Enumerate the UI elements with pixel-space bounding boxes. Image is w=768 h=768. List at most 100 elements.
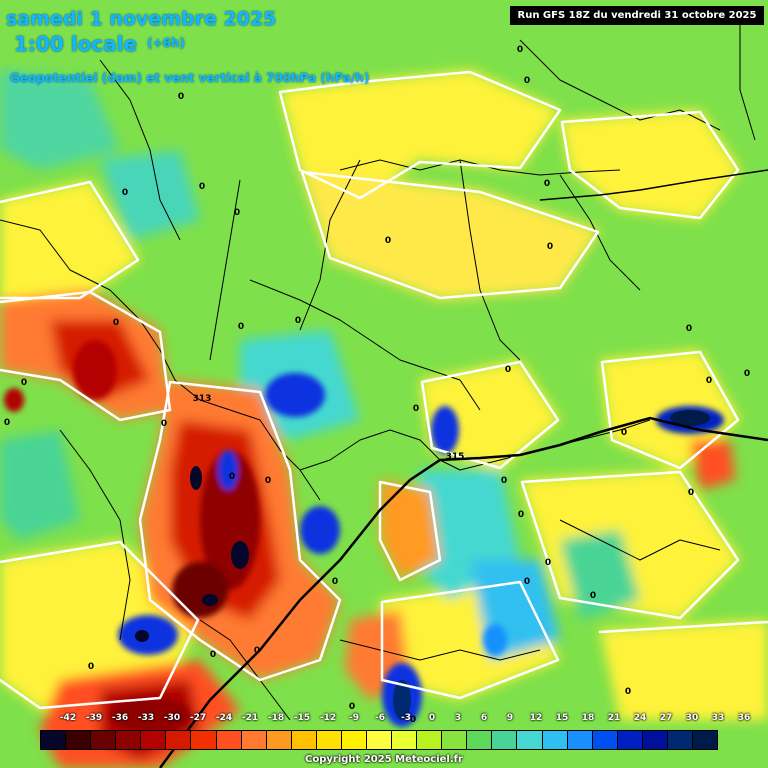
zero-label: 0	[177, 92, 185, 102]
legend-swatch	[467, 731, 493, 749]
legend-tick-label: -39	[85, 713, 103, 723]
legend-swatch	[216, 731, 242, 749]
legend-tick-label: -36	[111, 713, 129, 723]
legend-swatch	[266, 731, 292, 749]
zero-label: 0	[517, 510, 525, 520]
zero-label: 0	[112, 318, 120, 328]
legend-swatch	[592, 731, 618, 749]
legend-swatch	[91, 731, 117, 749]
legend-tick-label: 21	[607, 713, 621, 723]
zero-label: 0	[253, 646, 261, 656]
legend-tick-label: -21	[241, 713, 259, 723]
zero-label: 0	[589, 591, 597, 601]
legend-swatch	[41, 731, 67, 749]
legend-tick-label: 30	[685, 713, 699, 723]
legend-swatch	[417, 731, 443, 749]
zero-label: 0	[87, 662, 95, 672]
forecast-local-time: 1:00 locale	[14, 32, 138, 56]
legend-swatch	[567, 731, 593, 749]
zero-label: 0	[546, 242, 554, 252]
zero-label: 0	[523, 577, 531, 587]
legend-tick-label: -42	[59, 713, 77, 723]
zero-label: 0	[504, 365, 512, 375]
legend-tick-label: -12	[319, 713, 337, 723]
legend-swatch	[492, 731, 518, 749]
legend-swatch	[141, 731, 167, 749]
legend-swatch	[642, 731, 668, 749]
zero-isolines	[0, 70, 768, 710]
zero-label: 0	[198, 182, 206, 192]
zero-label: 0	[121, 188, 129, 198]
legend-swatch	[116, 731, 142, 749]
legend-swatch	[667, 731, 694, 749]
isoline-label-315: 315	[445, 452, 465, 462]
legend-swatch	[392, 731, 418, 749]
legend-swatch	[542, 731, 568, 749]
color-legend: -42 -39 -36 -33 -30 -27 -24 -21 -18 -15 -12 -9 -6 -3 0…	[40, 713, 750, 753]
legend-tick-label: -6	[375, 713, 385, 723]
zero-label: 0	[294, 316, 302, 326]
zero-label: 0	[228, 472, 236, 482]
zero-label: 0	[20, 378, 28, 388]
zero-label: 0	[409, 715, 417, 725]
legend-tick-label: 15	[555, 713, 569, 723]
legend-tick-label: 24	[633, 713, 647, 723]
legend-swatch	[191, 731, 217, 749]
legend-tick-label: 3	[454, 713, 462, 723]
legend-tick-label: 12	[529, 713, 543, 723]
legend-swatch	[66, 731, 92, 749]
zero-label: 0	[237, 322, 245, 332]
forecast-date: samedi 1 novembre 2025	[6, 8, 277, 30]
legend-tick-label: -15	[293, 713, 311, 723]
legend-tick-label: 36	[737, 713, 751, 723]
zero-label: 0	[500, 476, 508, 486]
legend-swatch	[367, 731, 393, 749]
legend-tick-label: 6	[480, 713, 488, 723]
legend-swatch	[241, 731, 267, 749]
zero-label: 0	[705, 376, 713, 386]
zero-label: 0	[412, 404, 420, 414]
zero-label: 0	[3, 418, 11, 428]
legend-swatch	[617, 731, 643, 749]
legend-tick-label: -3	[401, 713, 411, 723]
legend-swatch	[517, 731, 543, 749]
zero-label: 0	[544, 558, 552, 568]
legend-tick-label: 33	[711, 713, 725, 723]
zero-label: 0	[516, 45, 524, 55]
legend-tick-label: 9	[506, 713, 514, 723]
legend-tick-label: 0	[428, 713, 436, 723]
legend-swatch	[291, 731, 317, 749]
zero-label: 0	[331, 577, 339, 587]
legend-tick-label: 18	[581, 713, 595, 723]
legend-tick-label: -33	[137, 713, 155, 723]
zero-label: 0	[685, 324, 693, 334]
legend-tick-label: -24	[215, 713, 233, 723]
geopotential-line-north	[539, 169, 768, 201]
copyright: Copyright 2025 Meteociel.fr	[305, 754, 463, 765]
zero-label: 0	[743, 369, 751, 379]
legend-ticks: -42 -39 -36 -33 -30 -27 -24 -21 -18 -15 -12 -9 -6 -3 0…	[40, 713, 750, 727]
zero-label: 0	[160, 419, 168, 429]
legend-tick-label: -30	[163, 713, 181, 723]
zero-label: 0	[348, 702, 356, 712]
zero-label: 0	[523, 76, 531, 86]
isoline-label-313: 313	[192, 394, 212, 404]
forecast-offset: (+6h)	[147, 36, 185, 50]
legend-tick-label: -18	[267, 713, 285, 723]
legend-color-bar	[40, 730, 718, 750]
legend-tick-label: -27	[189, 713, 207, 723]
zero-label: 0	[264, 476, 272, 486]
legend-tick-label: -9	[349, 713, 359, 723]
legend-swatch	[693, 731, 718, 749]
geopotential-lines	[158, 416, 768, 768]
zero-label: 0	[620, 428, 628, 438]
legend-swatch	[341, 731, 368, 749]
legend-swatch	[316, 731, 342, 749]
map-subtitle: Geopotentiel (dam) et vent vertical à 70…	[10, 71, 370, 85]
legend-swatch	[442, 731, 468, 749]
zero-label: 0	[687, 488, 695, 498]
zero-label: 0	[384, 236, 392, 246]
legend-tick-label: 27	[659, 713, 673, 723]
